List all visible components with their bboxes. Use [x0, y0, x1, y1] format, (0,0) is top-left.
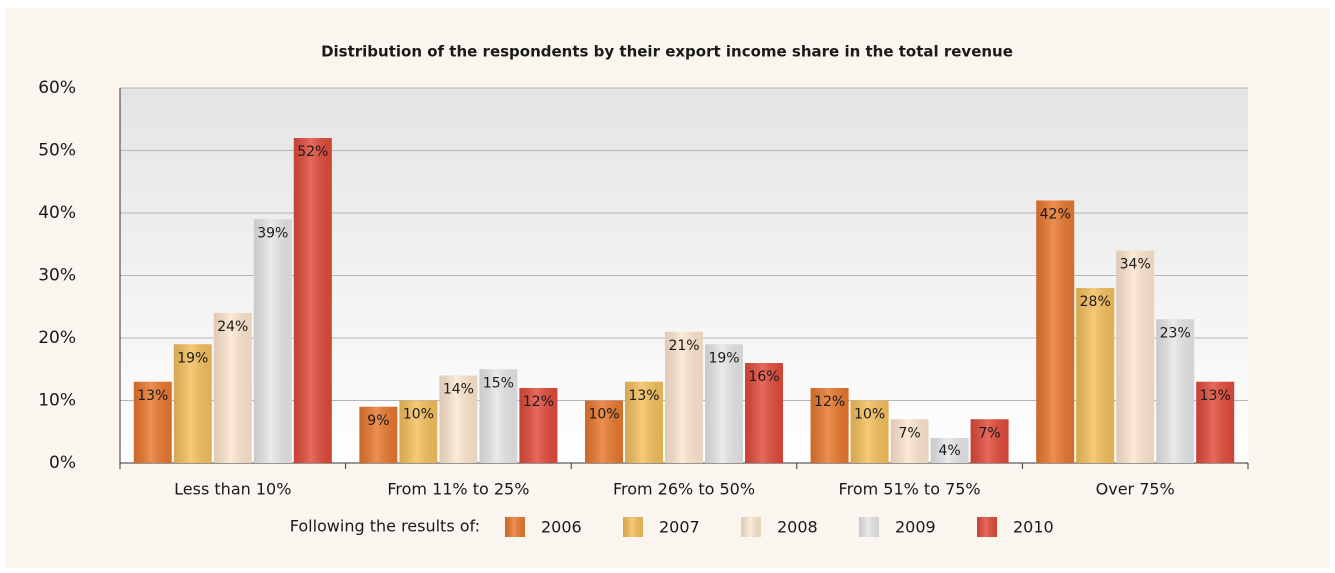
- legend-title: Following the results of:: [290, 517, 480, 536]
- value-label: 34%: [1120, 257, 1151, 273]
- x-tick-label: From 26% to 50%: [613, 480, 755, 499]
- x-tick-label: Over 75%: [1096, 480, 1175, 499]
- y-tick-label: 60%: [38, 78, 76, 98]
- bar-shine: [293, 138, 332, 463]
- legend-label: 2006: [541, 518, 582, 537]
- value-label: 19%: [708, 350, 739, 366]
- x-tick-label: Less than 10%: [174, 480, 291, 499]
- bar-shine: [479, 369, 518, 463]
- bar-shine: [850, 400, 889, 463]
- legend-swatch-shine: [977, 517, 997, 537]
- bar-shine: [359, 406, 398, 463]
- value-label: 19%: [177, 350, 208, 366]
- bar-shine: [439, 375, 478, 463]
- bar-shine: [173, 344, 212, 463]
- value-label: 10%: [403, 407, 434, 423]
- bar-shine: [1156, 319, 1195, 463]
- value-label: 10%: [854, 407, 885, 423]
- x-tick-label: From 11% to 25%: [387, 480, 529, 499]
- bar-shine: [970, 419, 1009, 463]
- value-label: 14%: [443, 382, 474, 398]
- bar-shine: [133, 381, 172, 463]
- value-label: 7%: [898, 425, 920, 441]
- y-tick-label: 0%: [49, 453, 76, 473]
- bar-shine: [810, 388, 849, 463]
- legend-swatch-shine: [741, 517, 761, 537]
- value-label: 15%: [483, 375, 514, 391]
- bar-shine: [519, 388, 558, 463]
- bar-shine: [665, 331, 703, 463]
- bar-shine: [585, 400, 623, 463]
- legend-swatch-shine: [505, 517, 525, 537]
- bar-shine: [1076, 288, 1115, 463]
- value-label: 12%: [523, 394, 554, 410]
- value-label: 39%: [257, 225, 288, 241]
- y-tick-label: 50%: [38, 141, 76, 161]
- value-label: 13%: [137, 388, 168, 404]
- bar-shine: [213, 313, 252, 463]
- value-label: 16%: [748, 369, 779, 385]
- value-label: 4%: [938, 443, 960, 459]
- bar-shine: [399, 400, 438, 463]
- bar-shine: [1116, 250, 1155, 463]
- value-label: 23%: [1160, 325, 1191, 341]
- value-label: 24%: [217, 319, 248, 335]
- y-tick-label: 10%: [38, 391, 76, 411]
- bar-shine: [625, 381, 663, 463]
- bar-shine: [1036, 200, 1075, 463]
- value-label: 12%: [814, 394, 845, 410]
- value-label: 13%: [1200, 388, 1231, 404]
- legend-label: 2010: [1013, 518, 1054, 537]
- value-label: 42%: [1040, 207, 1071, 223]
- value-label: 9%: [367, 413, 389, 429]
- legend-label: 2008: [777, 518, 818, 537]
- value-label: 7%: [978, 425, 1000, 441]
- y-tick-label: 20%: [38, 328, 76, 348]
- x-tick-label: From 51% to 75%: [839, 480, 981, 499]
- value-label: 10%: [588, 407, 619, 423]
- legend-swatch-shine: [859, 517, 879, 537]
- chart-title: Distribution of the respondents by their…: [321, 43, 1013, 61]
- legend-label: 2007: [659, 518, 700, 537]
- value-label: 28%: [1080, 294, 1111, 310]
- value-label: 13%: [628, 388, 659, 404]
- bar-shine: [253, 219, 292, 463]
- value-label: 21%: [668, 338, 699, 354]
- bar-shine: [745, 363, 783, 463]
- value-label: 52%: [297, 144, 328, 160]
- bar-shine: [1196, 381, 1235, 463]
- y-tick-label: 30%: [38, 266, 76, 286]
- bar-shine: [930, 438, 969, 463]
- legend-label: 2009: [895, 518, 936, 537]
- legend-swatch-shine: [623, 517, 643, 537]
- bar-shine: [705, 344, 743, 463]
- y-tick-label: 40%: [38, 203, 76, 223]
- bar-shine: [890, 419, 929, 463]
